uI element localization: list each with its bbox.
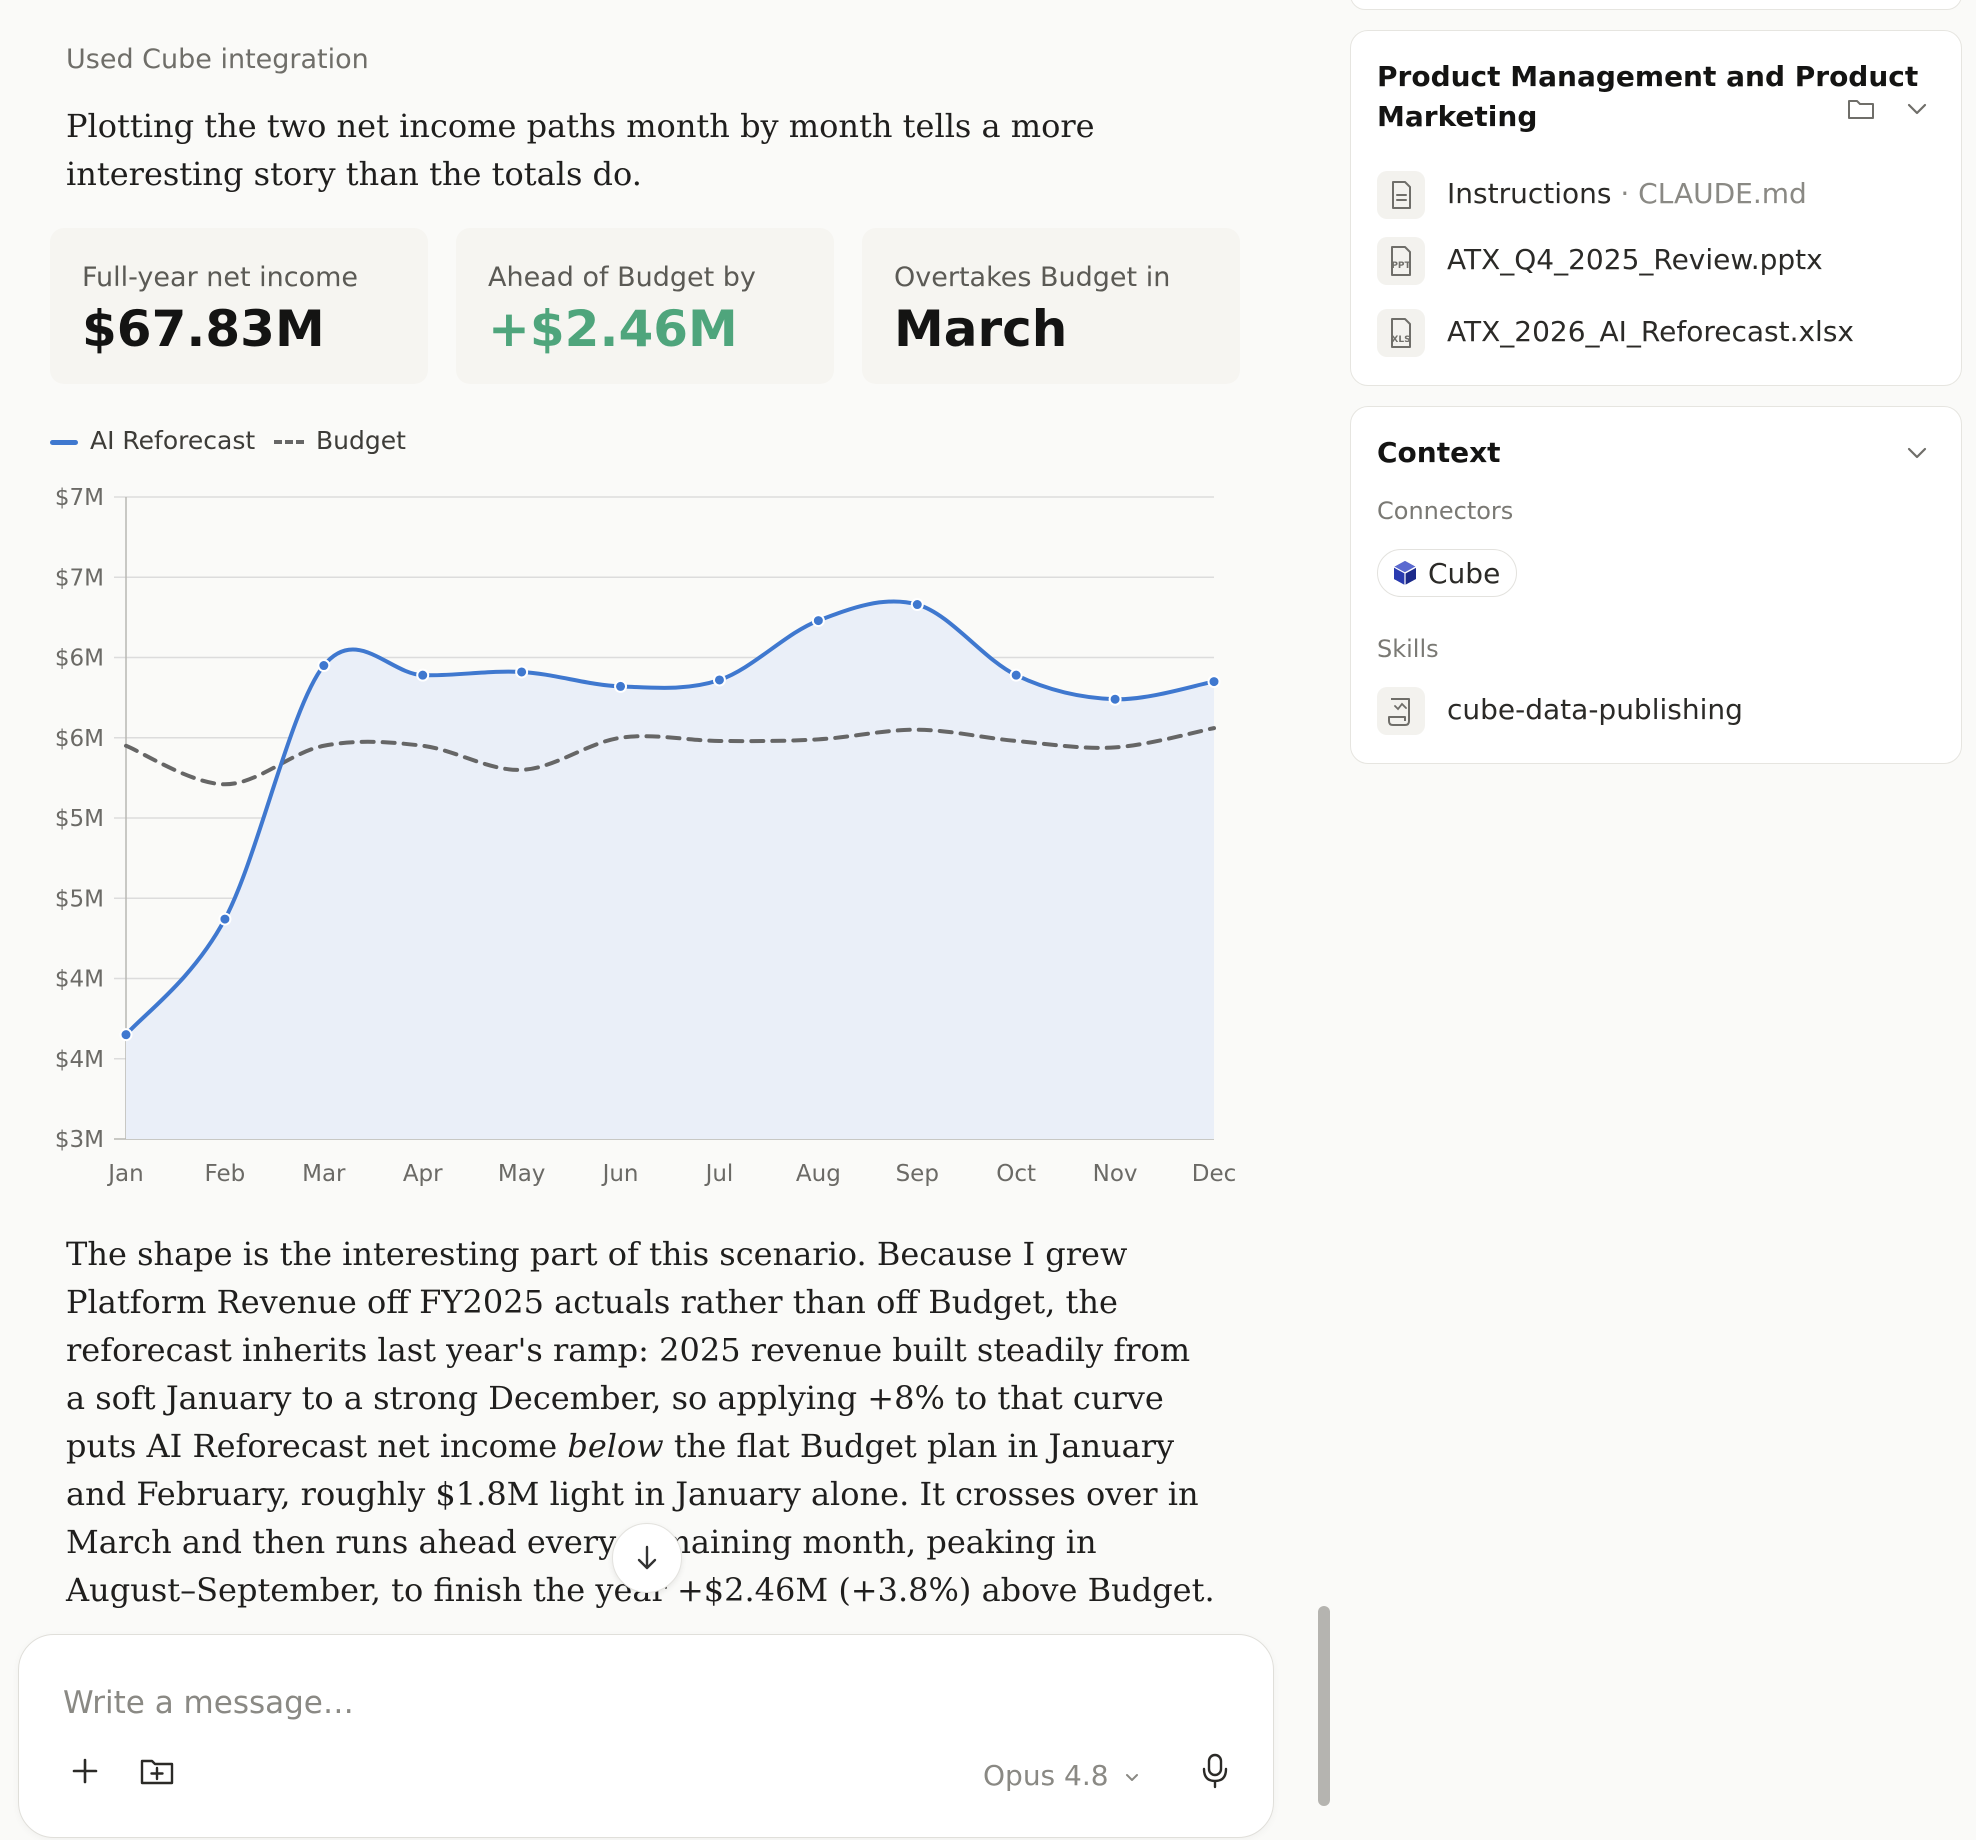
ai-reforecast-point — [1108, 692, 1122, 706]
x-tick-label: Nov — [1093, 1161, 1138, 1187]
svg-text:PPT: PPT — [1391, 261, 1411, 271]
conversation-pane: Used Cube integration Plotting the two n… — [18, 44, 1274, 1838]
y-tick-label: $5M — [55, 886, 104, 912]
skills-label: Skills — [1377, 635, 1439, 663]
svg-text:XLS: XLS — [1391, 335, 1410, 345]
add-to-project-button[interactable] — [133, 1747, 181, 1795]
file-name: ATX_2026_AI_Reforecast.xlsx — [1447, 315, 1854, 348]
chevron-down-icon — [1126, 1774, 1139, 1781]
scroll-to-bottom-button[interactable] — [612, 1523, 682, 1593]
legend-swatch-dashed — [274, 440, 304, 444]
legend-swatch-solid — [50, 439, 78, 445]
file-name: Instructions — [1447, 177, 1612, 210]
kpi-value: +$2.46M — [488, 300, 738, 358]
ai-reforecast-point — [218, 912, 232, 926]
kpi-label: Overtakes Budget in — [894, 262, 1171, 293]
connectors-label: Connectors — [1377, 497, 1514, 525]
cube-logo-icon — [1393, 561, 1417, 585]
model-name: Opus 4.8 — [983, 1759, 1109, 1792]
ai-reforecast-point — [614, 679, 628, 693]
message-composer: Opus 4.8 — [18, 1634, 1274, 1838]
analysis-emphasis: below — [567, 1427, 664, 1465]
microphone-icon — [1202, 1753, 1228, 1789]
x-tick-label: Sep — [896, 1161, 939, 1187]
ai-reforecast-point — [910, 598, 924, 612]
scrollbar-thumb[interactable] — [1318, 1606, 1330, 1806]
x-tick-label: Jun — [601, 1161, 639, 1187]
xls-file-icon: XLS — [1377, 309, 1425, 357]
chevron-down-icon[interactable] — [1901, 437, 1933, 469]
legend-item-ai-reforecast[interactable]: AI Reforecast — [50, 426, 255, 455]
context-title[interactable]: Context — [1377, 436, 1501, 469]
legend-label: Budget — [316, 426, 406, 455]
document-icon — [1377, 171, 1425, 219]
project-title-line: Marketing — [1377, 100, 1538, 133]
arrow-down-icon — [637, 1545, 657, 1570]
y-tick-label: $6M — [55, 726, 104, 752]
ai-reforecast-point — [416, 668, 430, 682]
kpi-label: Full-year net income — [82, 262, 359, 293]
y-tick-label: $4M — [55, 967, 104, 993]
skill-name: cube-data-publishing — [1447, 693, 1743, 726]
x-tick-label: Jan — [106, 1161, 143, 1187]
kpi-card-ahead-of-budget: Ahead of Budget by +$2.46M — [456, 228, 834, 384]
y-tick-label: $3M — [55, 1127, 104, 1153]
kpi-card-overtakes: Overtakes Budget in March — [862, 228, 1240, 384]
ai-reforecast-point — [317, 659, 331, 673]
ai-reforecast-point — [811, 614, 825, 628]
message-input[interactable] — [61, 1677, 1165, 1729]
add-button[interactable] — [61, 1747, 109, 1795]
kpi-card-net-income: Full-year net income $67.83M — [50, 228, 428, 384]
file-name: ATX_Q4_2025_Review.pptx — [1447, 243, 1823, 276]
x-tick-label: May — [498, 1161, 546, 1187]
ppt-file-icon: PPT — [1377, 237, 1425, 285]
context-panel: Context Connectors Cube Skills cube-data… — [1350, 406, 1962, 764]
ai-reforecast-point — [1207, 675, 1221, 689]
budget-line — [124, 726, 1216, 787]
net-income-chart: $3M $4M $4M $5M $5M $6M $6M $7M $7M Jan Feb Mar Apr M… — [55, 485, 1237, 1187]
y-tick-label: $7M — [55, 565, 104, 591]
y-tick-label: $7M — [55, 485, 104, 511]
y-tick-label: $5M — [55, 806, 104, 832]
plus-icon — [72, 1758, 98, 1784]
ai-reforecast-point — [119, 1028, 133, 1042]
ai-reforecast-area — [126, 601, 1214, 1139]
model-selector[interactable]: Opus 4.8 — [983, 1759, 1141, 1792]
skill-scroll-icon — [1377, 687, 1425, 735]
connector-name: Cube — [1428, 556, 1501, 590]
kpi-label: Ahead of Budget by — [488, 262, 756, 293]
x-tick-label: Aug — [796, 1161, 841, 1187]
y-tick-label: $6M — [55, 646, 104, 672]
kpi-value: March — [894, 300, 1068, 358]
analysis-text: The shape is the interesting part of thi… — [66, 1235, 1191, 1465]
x-tick-label: Feb — [205, 1161, 246, 1187]
kpi-value: $67.83M — [82, 300, 325, 358]
x-tick-label: Apr — [403, 1161, 443, 1187]
folder-icon[interactable] — [1845, 93, 1877, 125]
legend-label: AI Reforecast — [90, 426, 256, 455]
folder-plus-icon — [140, 1759, 174, 1785]
ai-reforecast-point — [1009, 668, 1023, 682]
x-tick-label: Dec — [1192, 1161, 1237, 1187]
project-panel: Product Management and Product Marketing… — [1350, 30, 1962, 386]
x-tick-label: Oct — [996, 1161, 1036, 1187]
chevron-down-icon[interactable] — [1901, 93, 1933, 125]
panel-card-top — [1350, 0, 1962, 10]
file-separator: · — [1611, 177, 1639, 210]
x-tick-label: Jul — [704, 1161, 734, 1187]
project-title-line: Product Management and Product — [1377, 60, 1919, 93]
intro-paragraph: Plotting the two net income paths month … — [66, 107, 1095, 193]
voice-input-button[interactable] — [1191, 1747, 1239, 1795]
project-title[interactable]: Product Management and Product Marketing — [1377, 57, 1918, 137]
connector-chip-cube[interactable]: Cube — [1377, 549, 1518, 597]
legend-item-budget[interactable]: Budget — [274, 426, 406, 455]
ai-reforecast-point — [515, 665, 529, 679]
ai-reforecast-point — [712, 673, 726, 687]
y-tick-label: $4M — [55, 1047, 104, 1073]
kpi-row: Full-year net income $67.83M Ahead of Bu… — [50, 228, 1240, 384]
file-subtitle: CLAUDE.md — [1638, 177, 1807, 210]
tool-used-label[interactable]: Used Cube integration — [66, 44, 369, 75]
x-tick-label: Mar — [302, 1161, 346, 1187]
